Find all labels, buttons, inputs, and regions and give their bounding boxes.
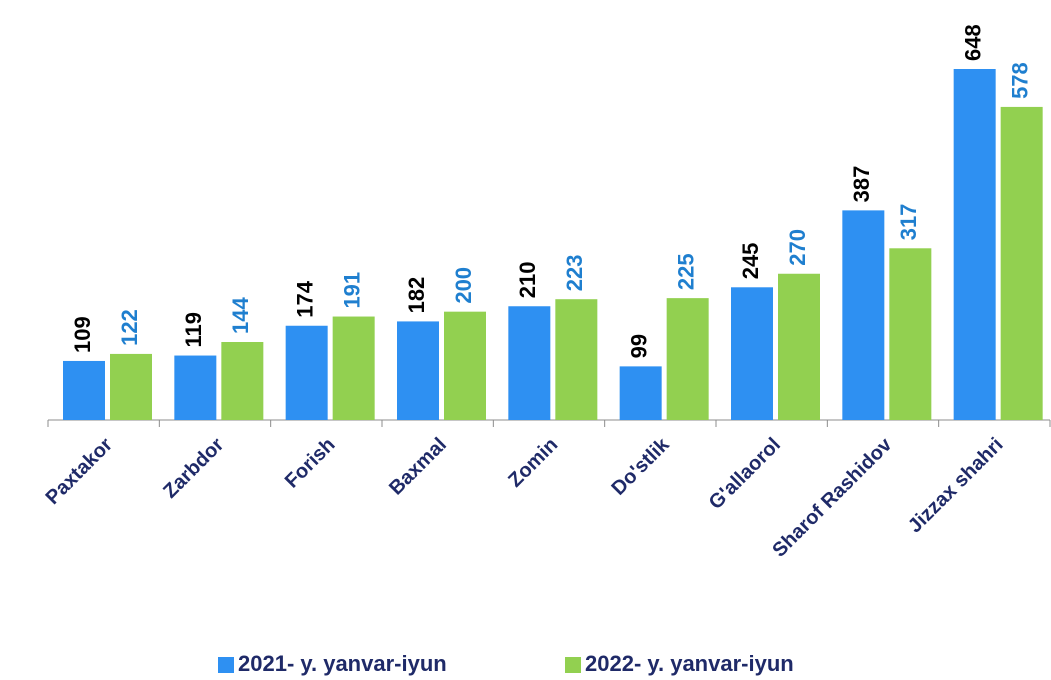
x-tick-label: Forish	[281, 434, 340, 493]
data-label: 223	[562, 254, 587, 291]
data-label: 387	[849, 166, 874, 203]
data-label: 119	[181, 312, 206, 348]
data-label: 200	[451, 267, 476, 304]
x-tick-label: Do'stlik	[608, 433, 675, 500]
x-tick-label: Jizzax shahri	[904, 434, 1008, 538]
legend-label: 2021- y. yanvar-iyun	[238, 651, 447, 676]
x-tick-label: Paxtakor	[42, 434, 117, 509]
bar	[444, 311, 486, 420]
legend-label: 2022- y. yanvar-iyun	[585, 651, 794, 676]
bar	[666, 298, 709, 420]
data-label: 144	[228, 297, 253, 334]
data-label: 122	[117, 309, 142, 346]
data-label: 270	[785, 229, 810, 266]
data-label: 99	[626, 334, 651, 358]
bar	[731, 287, 773, 420]
bar	[1000, 106, 1043, 421]
data-label: 191	[339, 272, 364, 309]
bar	[174, 355, 217, 420]
legend-swatch	[565, 657, 581, 673]
bar	[332, 316, 375, 420]
bar	[508, 306, 551, 420]
bar	[619, 366, 662, 420]
bar	[953, 69, 996, 420]
x-tick-label: Zarbdor	[159, 434, 228, 503]
data-label: 245	[738, 243, 763, 280]
data-label: 225	[673, 253, 698, 290]
x-tick-label: Baxmal	[385, 434, 451, 500]
bar	[285, 325, 328, 420]
data-label: 182	[404, 277, 429, 314]
bar	[221, 342, 264, 420]
x-tick-label: G'allaorol	[705, 434, 785, 514]
bar	[63, 360, 105, 420]
bar	[555, 299, 598, 420]
legend-swatch	[218, 657, 234, 673]
bar	[778, 273, 820, 420]
bar	[889, 248, 932, 420]
data-label: 578	[1007, 62, 1032, 99]
bar	[397, 321, 439, 420]
data-label: 317	[896, 204, 921, 241]
x-tick-label: Sharof Rashidov	[768, 433, 897, 562]
data-label: 648	[960, 24, 985, 61]
bar	[110, 353, 152, 420]
data-label: 109	[70, 316, 95, 353]
data-label: 174	[292, 280, 317, 317]
bar	[842, 210, 885, 420]
x-tick-label: Zomin	[504, 434, 562, 492]
data-label: 210	[515, 262, 540, 299]
